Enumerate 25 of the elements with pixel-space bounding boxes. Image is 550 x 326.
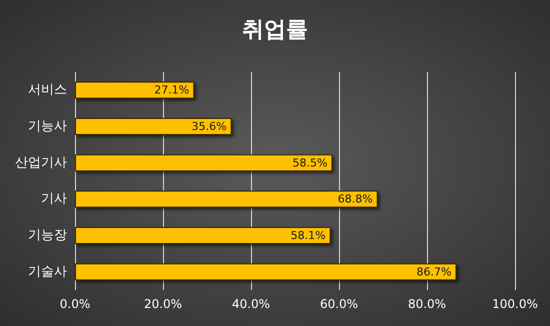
data-label: 27.1% [154,84,190,97]
y-tick-label: 기능사 [28,119,67,134]
y-tick-label: 기사 [41,192,67,207]
x-tick-label: 20.0% [144,297,182,311]
bar [75,154,332,172]
data-label: 86.7% [416,265,452,278]
bar [75,190,378,208]
x-tick-label: 0.0% [60,297,90,311]
x-tick-label: 100.0% [492,297,538,311]
y-tick-label: 서비스 [28,82,67,98]
bar [75,82,194,99]
y-tick-label: 기술사 [28,264,67,280]
x-tick-label: 80.0% [408,297,446,311]
y-tick-label: 기능장 [28,228,67,243]
x-tick-label: 40.0% [232,297,270,311]
y-tick-label: 산업기사 [15,155,67,170]
data-label: 58.5% [292,156,328,170]
data-label: 68.8% [338,192,373,206]
bar [75,118,232,135]
chart-title: 취업률 [242,18,308,42]
data-label: 58.1% [290,229,326,242]
bar [75,263,456,280]
x-tick-label: 60.0% [320,297,358,311]
data-label: 35.6% [192,120,227,133]
bar [75,227,331,244]
